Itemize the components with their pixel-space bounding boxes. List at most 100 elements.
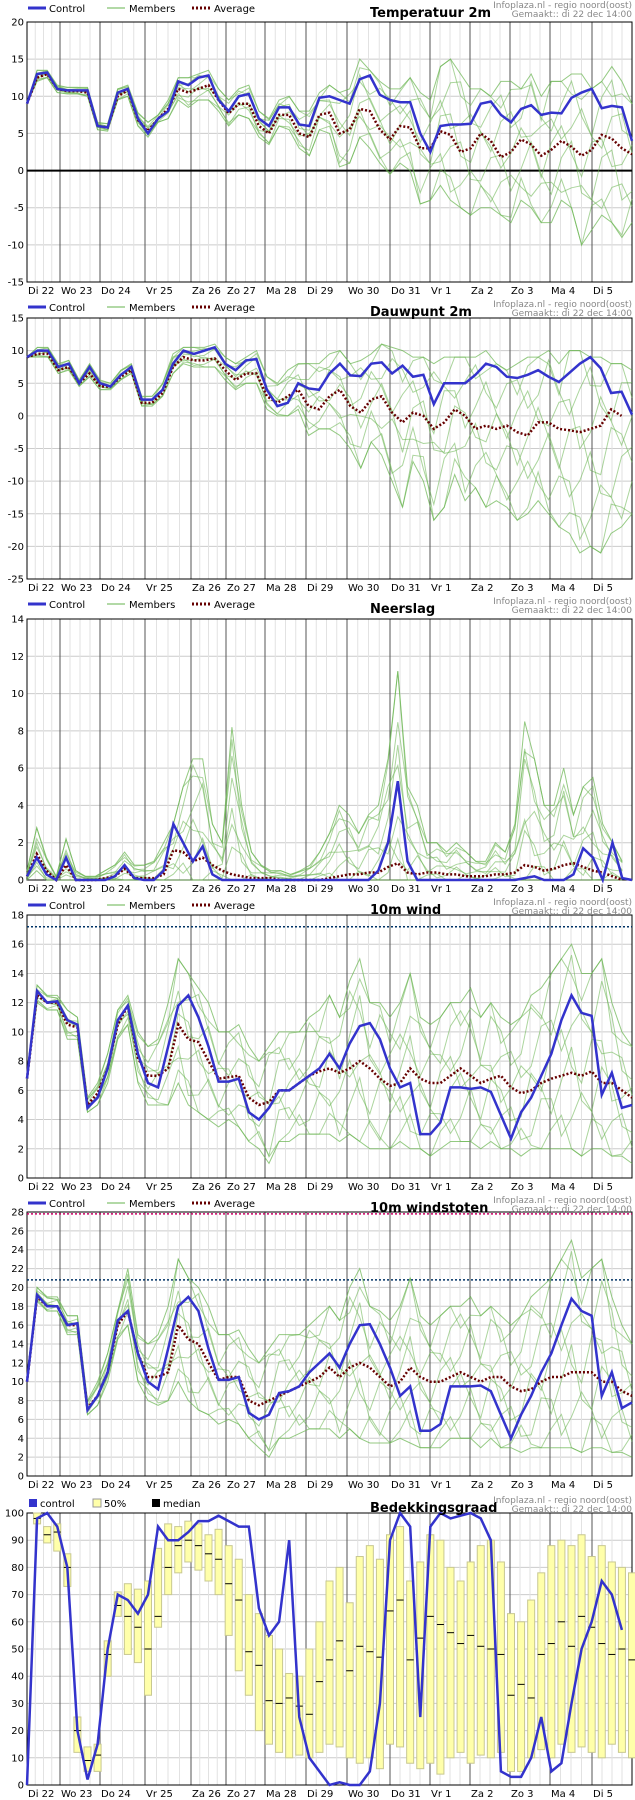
- chart-panel-5: [25, 1201, 633, 1477]
- chart-panel-1: [25, 6, 634, 283]
- credit-line: Gemaakt:: di 22 dec 14:00: [512, 606, 633, 616]
- legend-label: Control: [49, 303, 85, 314]
- y-tick-label: 50: [11, 1645, 24, 1656]
- box-50pct: [396, 1526, 405, 1748]
- y-tick-label: 0: [18, 411, 24, 422]
- credit-line: Gemaakt:: di 22 dec 14:00: [512, 1205, 633, 1215]
- x-tick-label: Wo 23: [61, 583, 92, 594]
- y-tick-label: -5: [14, 444, 24, 455]
- x-tick-label: Di 5: [593, 1789, 613, 1800]
- x-tick-label: Do 31: [391, 583, 421, 594]
- x-tick-label: Ma 28: [266, 286, 297, 297]
- box-50pct: [234, 1558, 243, 1672]
- series-average: [25, 993, 633, 1108]
- legend-label: Average: [214, 4, 255, 15]
- box-50pct: [345, 1602, 354, 1759]
- y-tick-label: 60: [11, 1617, 24, 1628]
- y-tick-label: 14: [11, 969, 24, 980]
- x-tick-label: Wo 23: [61, 1182, 92, 1193]
- x-tick-label: Zo 3: [511, 1480, 534, 1491]
- box-50pct: [567, 1545, 576, 1753]
- x-tick-label: Di 22: [28, 1480, 54, 1491]
- y-tick-label: 24: [11, 1245, 24, 1256]
- chart-panel-3: [25, 602, 633, 884]
- x-tick-label: Za 26: [192, 1789, 221, 1800]
- x-tick-label: Za 2: [471, 1480, 494, 1491]
- x-tick-label: Wo 30: [348, 583, 379, 594]
- x-tick-label: Vr 1: [431, 1480, 452, 1491]
- legend-swatch-50pct: [92, 1498, 102, 1508]
- x-tick-label: Do 24: [101, 286, 131, 297]
- chart-title: Temperatuur 2m: [370, 6, 491, 21]
- legend-label: control: [40, 1499, 75, 1510]
- x-tick-label: Di 29: [307, 1480, 333, 1491]
- box-50pct: [174, 1526, 183, 1574]
- x-tick-label: Zo 27: [227, 286, 256, 297]
- series-member: [26, 744, 623, 880]
- x-tick-label: Zo 3: [511, 1789, 534, 1800]
- credit-line: Gemaakt:: di 22 dec 14:00: [512, 1505, 633, 1515]
- y-tick-label: 10: [11, 1753, 24, 1764]
- box-50pct: [355, 1556, 364, 1764]
- y-tick-label: 28: [11, 1208, 24, 1219]
- x-tick-label: Ma 28: [266, 1789, 297, 1800]
- box-50pct: [527, 1599, 536, 1759]
- y-tick-label: 16: [11, 940, 24, 951]
- chart-title: Neerslag: [370, 602, 435, 617]
- y-tick-label: 100: [5, 1509, 24, 1520]
- box-50pct: [315, 1621, 324, 1753]
- y-tick-label: 6: [18, 1086, 24, 1097]
- y-tick-label: 10: [11, 346, 24, 357]
- series-member: [26, 350, 633, 476]
- x-tick-label: Di 29: [307, 1182, 333, 1193]
- y-tick-label: 20: [11, 18, 24, 29]
- box-50pct: [406, 1580, 415, 1764]
- series-average: [26, 352, 623, 437]
- chart-panel-2: [26, 305, 634, 580]
- legend-label: Control: [49, 4, 85, 15]
- y-tick-label: 0: [18, 1472, 24, 1483]
- box-50pct: [628, 1572, 635, 1759]
- y-tick-label: -25: [8, 575, 24, 586]
- y-tick-label: 10: [11, 92, 24, 103]
- x-tick-label: Ma 28: [266, 583, 297, 594]
- series-member-envelope: [26, 58, 633, 125]
- x-tick-label: Do 24: [101, 583, 131, 594]
- legend-label: Control: [49, 1199, 85, 1210]
- x-tick-label: Di 29: [307, 583, 333, 594]
- legend-label: Control: [49, 600, 85, 611]
- y-tick-label: 10: [11, 1027, 24, 1038]
- series-control: [25, 1510, 624, 1787]
- box-50pct: [456, 1580, 465, 1753]
- credit-line: Infoplaza.nl - regio noord(oost): [493, 1, 632, 11]
- x-tick-label: Di 22: [28, 1182, 54, 1193]
- series-member-envelope: [26, 343, 633, 397]
- x-tick-label: Za 2: [471, 884, 494, 895]
- box-50pct: [507, 1613, 515, 1772]
- legend-swatch-median: [152, 1499, 160, 1507]
- x-tick-label: Di 29: [307, 286, 333, 297]
- legend-label: Members: [129, 1199, 175, 1210]
- x-tick-label: Za 26: [192, 286, 221, 297]
- y-tick-label: 90: [11, 1536, 24, 1547]
- series-control: [26, 345, 634, 416]
- chart-title: Dauwpunt 2m: [370, 305, 472, 320]
- series-control: [25, 988, 633, 1142]
- series-member-envelope: [26, 671, 623, 878]
- y-tick-label: 6: [18, 764, 24, 775]
- x-tick-label: Di 22: [28, 583, 54, 594]
- x-tick-label: Di 5: [593, 583, 613, 594]
- box-50pct: [547, 1545, 556, 1759]
- x-tick-label: Zo 3: [511, 583, 534, 594]
- box-50pct: [214, 1528, 223, 1596]
- y-tick-label: 4: [18, 1434, 24, 1445]
- series-member-envelope: [27, 356, 633, 554]
- x-tick-label: Wo 30: [348, 286, 379, 297]
- x-tick-label: Zo 3: [511, 1182, 534, 1193]
- y-tick-label: -20: [8, 542, 24, 553]
- y-tick-label: 30: [11, 1699, 24, 1710]
- box-50pct: [386, 1534, 394, 1745]
- legend-label: Average: [214, 600, 255, 611]
- x-tick-label: Wo 23: [61, 884, 92, 895]
